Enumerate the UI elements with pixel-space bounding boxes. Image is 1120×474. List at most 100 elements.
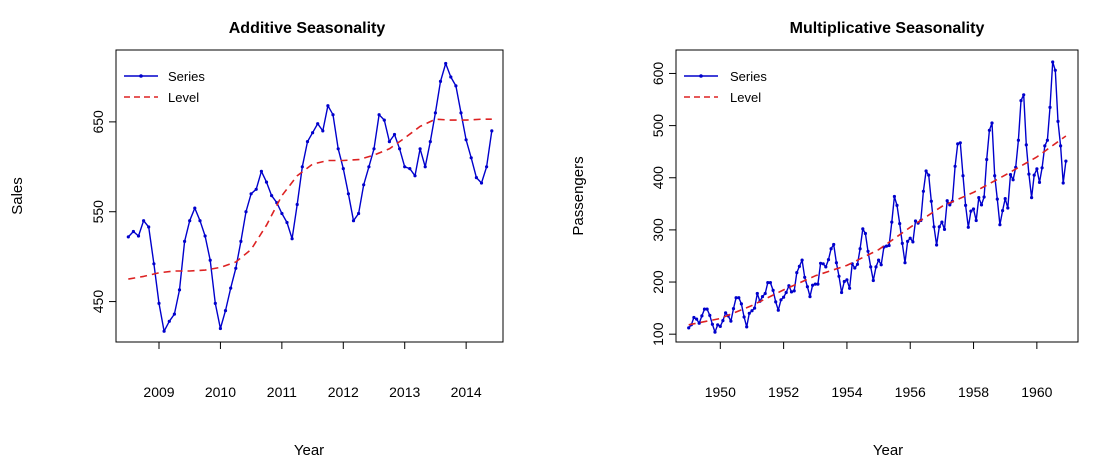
series-point — [971, 207, 976, 211]
series-point — [449, 75, 453, 79]
series-point — [921, 189, 926, 193]
x-tick-label: 1954 — [831, 384, 862, 400]
series-point — [249, 192, 253, 196]
series-point — [490, 129, 494, 133]
series-point — [834, 261, 839, 265]
series-point — [892, 194, 897, 199]
series-point — [890, 220, 894, 224]
series-point — [797, 264, 802, 268]
series-point — [739, 302, 744, 306]
series-point — [903, 261, 907, 265]
series-point — [776, 308, 780, 312]
series-point — [729, 319, 733, 323]
series-point — [367, 165, 371, 169]
series-point — [760, 295, 765, 299]
series-point — [1008, 173, 1013, 177]
series-layer — [687, 60, 1068, 334]
series-point — [779, 298, 783, 302]
x-tick-label: 2009 — [143, 384, 174, 400]
series-point — [721, 319, 725, 323]
series-point — [953, 164, 957, 168]
series-point — [157, 301, 161, 305]
series-point — [713, 330, 717, 334]
legend-series-marker — [139, 74, 143, 78]
series-point — [1045, 138, 1049, 142]
series-point — [908, 236, 912, 240]
x-ticks: 1950 1952 1954 1956 1958 1960 — [705, 342, 1053, 400]
series-point — [884, 244, 889, 248]
series-point — [792, 289, 796, 293]
series-point — [737, 296, 741, 300]
legend: Series Level — [684, 69, 767, 105]
series-point — [993, 174, 997, 178]
series-point — [234, 266, 238, 270]
series-point — [935, 243, 939, 247]
series-point — [213, 301, 217, 305]
level-line — [688, 135, 1067, 326]
series-point — [1003, 197, 1007, 201]
series-point — [218, 326, 222, 331]
series-point — [829, 247, 833, 251]
series-point — [977, 196, 981, 200]
x-axis-label: Year — [294, 442, 324, 459]
series-point — [763, 291, 767, 296]
series-point — [990, 121, 994, 125]
series-point — [697, 321, 701, 325]
series-point — [193, 206, 197, 210]
series-point — [927, 173, 931, 177]
series-point — [782, 295, 786, 299]
y-tick-label: 200 — [650, 270, 666, 294]
series-point — [816, 282, 820, 286]
series-point — [985, 157, 989, 162]
series-point — [795, 271, 799, 275]
series-point — [995, 197, 999, 201]
series-point — [929, 199, 933, 203]
series-point — [1001, 209, 1005, 213]
y-axis-label: Passengers — [570, 156, 587, 235]
series-point — [428, 140, 432, 144]
y-tick-label: 600 — [650, 62, 666, 86]
series-point — [803, 275, 807, 279]
series-point — [454, 84, 458, 88]
series-point — [474, 176, 478, 180]
series-point — [1064, 159, 1068, 163]
series-point — [845, 278, 849, 282]
level-line — [128, 118, 492, 280]
series-point — [906, 239, 910, 243]
series-point — [969, 209, 973, 213]
series-point — [408, 167, 412, 171]
series-point — [300, 165, 304, 169]
series-point — [982, 195, 986, 199]
series-point — [346, 192, 350, 196]
series-point — [837, 274, 841, 278]
series-point — [357, 211, 361, 216]
series-point — [710, 322, 715, 326]
series-point — [136, 234, 141, 238]
series-point — [229, 286, 233, 290]
series-point — [1048, 105, 1052, 109]
series-point — [879, 263, 883, 267]
series-point — [745, 325, 749, 329]
legend-level-label: Level — [168, 90, 199, 105]
series-point — [290, 237, 294, 241]
series-point — [438, 79, 443, 83]
legend-series-label: Series — [730, 69, 767, 84]
series-point — [259, 169, 263, 173]
series-point — [900, 241, 904, 245]
series-point — [789, 290, 794, 294]
series-point — [869, 265, 873, 269]
y-tick-label: 300 — [650, 218, 666, 242]
multiplicative-seasonality-panel: Multiplicative Seasonality Year Passenge… — [570, 20, 1079, 459]
series-point — [254, 187, 258, 191]
series-point — [264, 180, 269, 184]
series-point — [724, 311, 728, 315]
series-point — [702, 307, 707, 311]
x-tick-label: 1956 — [895, 384, 926, 400]
series-point — [768, 281, 773, 285]
x-tick-label: 1950 — [705, 384, 736, 400]
series-point — [326, 104, 330, 108]
series-point — [813, 282, 817, 286]
series-point — [716, 323, 720, 327]
series-point — [800, 258, 804, 262]
series-point — [911, 240, 915, 244]
